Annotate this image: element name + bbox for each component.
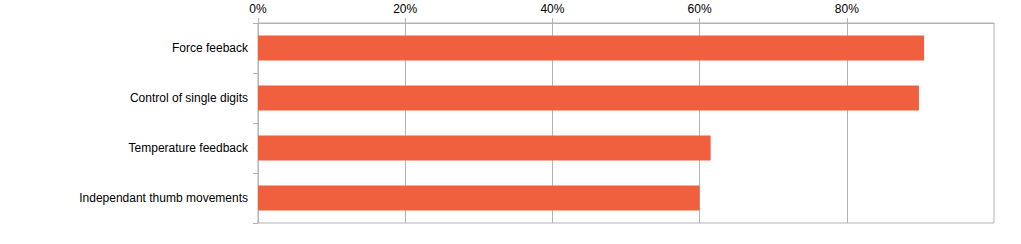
svg-text:Independant thumb movements: Independant thumb movements [79,191,248,205]
svg-text:0%: 0% [249,2,267,16]
svg-text:Temperature feedback: Temperature feedback [129,141,249,155]
svg-text:80%: 80% [835,2,859,16]
svg-text:60%: 60% [688,2,712,16]
svg-text:20%: 20% [393,2,417,16]
svg-text:Force feeback: Force feeback [172,41,249,55]
svg-text:Control of single digits: Control of single digits [130,91,248,105]
svg-text:40%: 40% [540,2,564,16]
